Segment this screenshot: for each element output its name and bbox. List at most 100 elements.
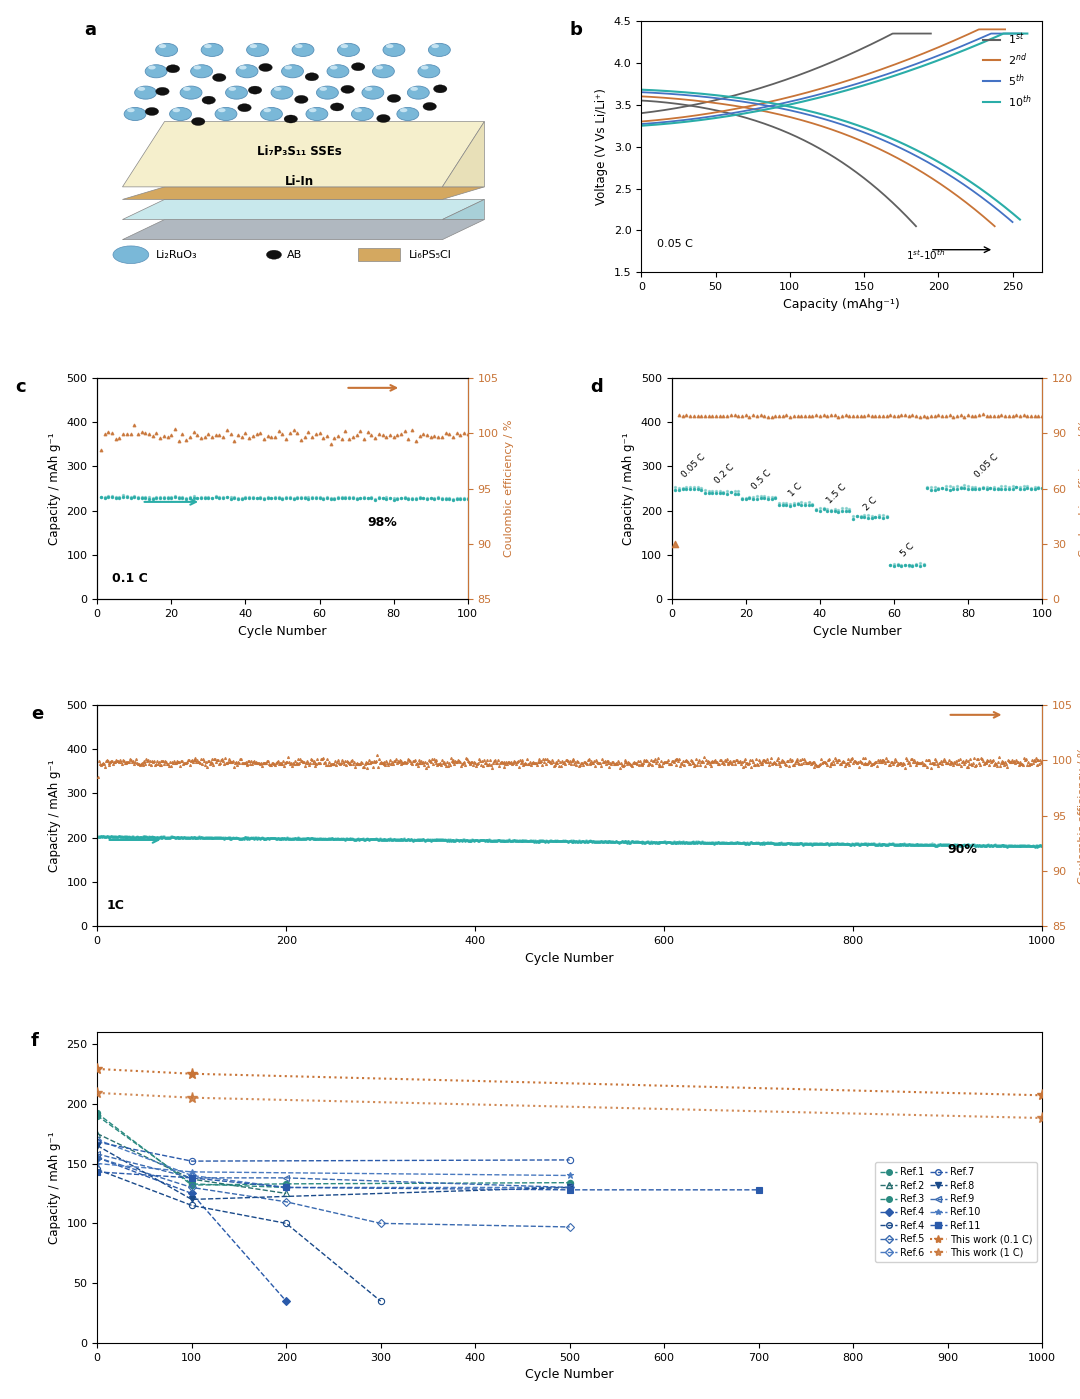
Point xyxy=(557,748,575,771)
Point xyxy=(244,827,261,849)
Point xyxy=(1034,835,1051,858)
Point xyxy=(929,834,946,856)
Point xyxy=(275,755,293,778)
Point xyxy=(104,421,121,443)
Point xyxy=(956,834,973,856)
Point xyxy=(704,481,721,504)
Text: 2 C: 2 C xyxy=(862,495,878,512)
Point xyxy=(514,748,531,771)
Point xyxy=(396,420,414,442)
Point xyxy=(524,830,541,852)
Point xyxy=(500,751,517,774)
Point xyxy=(462,830,480,852)
Point xyxy=(380,828,397,851)
Point xyxy=(1000,834,1017,856)
Point xyxy=(303,487,321,509)
Point xyxy=(336,828,353,851)
Point xyxy=(758,831,775,853)
Point xyxy=(352,420,369,442)
Point xyxy=(279,827,296,849)
Point xyxy=(444,487,461,509)
Point xyxy=(111,487,129,509)
Point xyxy=(915,554,932,576)
Point xyxy=(146,754,163,776)
Ellipse shape xyxy=(249,45,257,48)
Point xyxy=(370,748,388,771)
Point xyxy=(868,755,886,778)
Point xyxy=(175,825,193,848)
Point xyxy=(463,828,481,851)
Point xyxy=(569,830,586,852)
Point xyxy=(720,832,738,855)
Point xyxy=(874,504,891,526)
Point xyxy=(572,831,590,853)
Point xyxy=(673,831,690,853)
Point xyxy=(967,478,984,501)
Point xyxy=(985,476,1002,498)
Point xyxy=(683,831,700,853)
Point xyxy=(953,834,970,856)
Point xyxy=(700,750,717,772)
Point xyxy=(955,753,972,775)
Point xyxy=(485,828,502,851)
Point xyxy=(241,427,258,449)
Point xyxy=(959,750,976,772)
Point xyxy=(156,753,173,775)
Point xyxy=(241,827,258,849)
Point xyxy=(993,477,1010,499)
Point xyxy=(923,832,941,855)
Point xyxy=(408,751,426,774)
Point xyxy=(1015,404,1032,427)
Point xyxy=(688,831,705,853)
Text: Li₇P₃S₁₁ SSEs: Li₇P₃S₁₁ SSEs xyxy=(257,145,341,158)
Point xyxy=(834,832,851,855)
Point xyxy=(753,832,770,855)
Point xyxy=(947,834,964,856)
Point xyxy=(617,831,634,853)
Point xyxy=(815,497,833,519)
Point xyxy=(329,827,347,849)
Point xyxy=(220,748,238,771)
Point xyxy=(943,751,960,774)
Point xyxy=(927,748,944,771)
Point xyxy=(527,830,544,852)
Point xyxy=(322,827,339,849)
Point xyxy=(953,404,970,427)
Point xyxy=(986,834,1003,856)
Point xyxy=(743,832,760,855)
Point xyxy=(410,828,428,851)
Point xyxy=(356,827,375,849)
Point xyxy=(718,480,735,502)
Point xyxy=(242,827,259,849)
Point xyxy=(455,751,472,774)
Point xyxy=(239,754,256,776)
Point xyxy=(130,825,147,848)
Point xyxy=(892,753,909,775)
Point xyxy=(375,753,392,775)
Point xyxy=(348,424,365,446)
Point xyxy=(274,753,292,775)
Point xyxy=(728,748,745,771)
Point xyxy=(92,485,109,508)
Point xyxy=(978,834,996,856)
Point xyxy=(546,751,564,774)
Point xyxy=(546,754,564,776)
Point xyxy=(659,751,676,774)
Point xyxy=(989,478,1007,501)
Point xyxy=(278,827,295,849)
Point xyxy=(241,485,258,508)
Point xyxy=(502,830,519,852)
Point xyxy=(203,427,220,449)
Point xyxy=(951,834,969,856)
Point xyxy=(954,834,971,856)
Point xyxy=(783,832,800,855)
Point xyxy=(956,406,973,428)
Point xyxy=(254,753,271,775)
Point xyxy=(121,751,138,774)
Point xyxy=(754,832,771,855)
Point xyxy=(246,827,264,849)
Point xyxy=(335,753,352,775)
Point xyxy=(170,485,187,508)
Point xyxy=(770,494,787,516)
Point xyxy=(293,828,310,851)
